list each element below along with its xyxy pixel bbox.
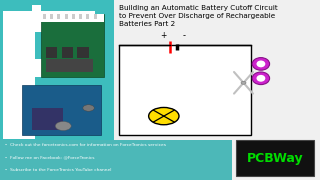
Bar (77, 47, 89, 58)
Text: +: + (160, 31, 167, 40)
Bar (50, 14, 53, 19)
Circle shape (55, 122, 71, 130)
Bar (46, 59, 93, 72)
Bar (0, 0, 114, 180)
Text: Building an Automatic Battery Cutoff Circuit
to Prevent Over Discharge of Rechar: Building an Automatic Battery Cutoff Cir… (119, 5, 277, 27)
Bar (62, 47, 73, 58)
Bar (3, 11, 95, 32)
Bar (72, 14, 75, 19)
Bar (3, 59, 67, 77)
Bar (236, 140, 314, 176)
Bar (86, 14, 90, 19)
Bar (94, 14, 97, 19)
Bar (41, 14, 104, 22)
Bar (3, 13, 35, 139)
Ellipse shape (252, 72, 270, 85)
Bar (41, 14, 104, 77)
Bar (43, 14, 46, 19)
Bar (22, 85, 101, 135)
Bar (46, 47, 57, 58)
Ellipse shape (256, 75, 265, 82)
Bar (0, 140, 232, 180)
Ellipse shape (256, 60, 265, 67)
Bar (32, 108, 63, 130)
Text: PCBWay: PCBWay (246, 152, 303, 165)
Bar (79, 14, 82, 19)
Text: -: - (183, 31, 186, 40)
Bar (119, 45, 252, 135)
Bar (57, 14, 60, 19)
Bar (65, 14, 68, 19)
Bar (119, 45, 252, 135)
Circle shape (148, 107, 179, 125)
Text: •  Check out the forcetronics.com for information on ForceTronics services: • Check out the forcetronics.com for inf… (2, 143, 165, 147)
Circle shape (83, 105, 94, 111)
Circle shape (241, 81, 246, 84)
Text: •  Follow me on Facebook: @ForceTronics: • Follow me on Facebook: @ForceTronics (2, 155, 94, 159)
Text: •  Subscribe to the ForceTronics YouTube channel: • Subscribe to the ForceTronics YouTube … (2, 168, 111, 172)
Ellipse shape (252, 58, 270, 70)
Bar (32, 5, 41, 18)
